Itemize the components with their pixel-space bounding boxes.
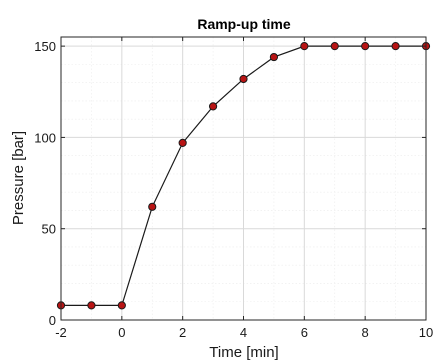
x-tick-label: 2	[179, 325, 186, 340]
data-point	[300, 42, 309, 51]
y-axis-label: Pressure [bar]	[10, 131, 27, 225]
y-tick-label: 0	[49, 313, 56, 328]
x-tick-label: 8	[362, 325, 369, 340]
y-tick-label: 100	[34, 130, 56, 145]
data-point	[269, 52, 279, 62]
data-point	[391, 42, 400, 51]
ticks	[60, 37, 427, 321]
data-point	[361, 42, 370, 51]
chart-title: Ramp-up time	[197, 16, 291, 32]
data-point	[148, 202, 157, 211]
y-tick-label: 50	[42, 222, 56, 237]
x-tick-label: -2	[55, 325, 67, 340]
data-point	[330, 42, 339, 51]
x-tick-label: 10	[419, 325, 433, 340]
data-point	[178, 138, 187, 147]
data-point	[208, 102, 218, 111]
y-tick-label: 150	[34, 39, 56, 54]
data-point	[87, 301, 96, 310]
x-tick-label: 6	[301, 325, 308, 340]
x-tick-label: 4	[240, 325, 247, 340]
x-tick-label: 0	[118, 325, 125, 340]
x-axis-label: Time [min]	[209, 344, 278, 360]
data-point	[117, 301, 126, 310]
data-point	[239, 74, 248, 84]
